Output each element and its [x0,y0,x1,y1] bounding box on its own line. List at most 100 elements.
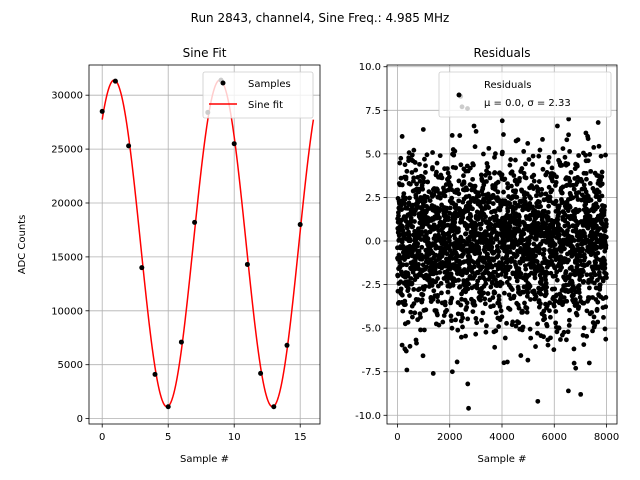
residual-point [486,170,492,176]
legend-samples-label: Samples [248,79,291,90]
residual-point [427,198,433,204]
residual-point [600,278,606,284]
residual-point [571,186,577,192]
residual-point [397,254,403,260]
residual-point [456,229,461,234]
residual-point [534,193,539,199]
residual-point [445,215,451,220]
residual-point [548,335,553,341]
residual-point [532,275,538,281]
residual-point [587,285,592,291]
residual-point [579,178,585,184]
residual-point [426,240,432,246]
residual-point [470,309,476,314]
residual-point [471,264,477,270]
residual-point [449,133,455,138]
residual-point [409,280,415,286]
residual-point [581,342,587,347]
residual-point [598,153,604,159]
residual-point [458,302,464,308]
residual-point [422,284,428,289]
residual-point [487,199,492,205]
residual-point [483,214,488,220]
residual-point [539,191,545,197]
residual-point [415,297,421,303]
residual-point [536,179,542,184]
residual-point [520,309,525,315]
residual-point [457,133,463,138]
residual-point [430,296,436,302]
residual-point [418,327,423,333]
residual-point [412,310,418,316]
residual-point [497,207,503,213]
residual-point [405,272,411,278]
residual-point [489,236,495,241]
residual-point [480,264,485,270]
residual-point [447,234,453,240]
residual-point [402,201,408,207]
residual-point [437,195,443,201]
residual-point [553,273,558,279]
residual-point [437,153,443,159]
residual-point [477,250,483,256]
residual-point [420,186,426,192]
residual-point [596,189,602,195]
residual-point [456,191,462,197]
residual-point [528,196,534,201]
residual-point [445,170,451,176]
residual-point [581,279,587,284]
residual-point [416,248,422,254]
residual-point [507,307,513,312]
residual-point [540,136,545,142]
residual-point [458,334,464,340]
residual-point [576,304,582,310]
residual-point [424,264,430,270]
residual-outlier-point [595,120,601,125]
residual-point [595,204,600,210]
residual-point [528,335,534,341]
residual-point [554,329,560,335]
residual-point [501,189,506,195]
residual-point [472,144,478,150]
residual-point [454,359,460,365]
residual-point [547,300,553,306]
residual-point [548,314,553,320]
residual-point [525,141,531,146]
residual-point [587,152,593,157]
residual-point [559,265,564,270]
residual-point [399,342,405,348]
residual-point [410,224,416,230]
residual-point [604,275,609,281]
residual-point [513,274,519,280]
residual-point [502,176,508,182]
residual-point [516,287,521,292]
residual-point [430,165,435,170]
residual-point [507,275,512,281]
residuals-y-tick-label: 5.0 [365,149,381,160]
residual-point [421,179,427,185]
residual-point [493,328,499,334]
residual-point [471,260,477,265]
residual-point [550,178,555,184]
residual-point [570,195,576,201]
residual-point [592,272,598,278]
residual-point [411,175,417,181]
residual-point [489,244,495,250]
residual-point [552,298,558,304]
residual-point [567,149,573,154]
residual-point [398,279,404,285]
residual-point [586,360,592,366]
residual-point [440,319,446,325]
residual-point [596,270,602,275]
residual-point [537,250,542,256]
residual-point [403,348,409,354]
residual-point [566,322,572,328]
residual-point [592,322,598,328]
residual-point [603,217,609,223]
residual-point [420,292,426,298]
residual-point [496,293,502,299]
residual-point [481,151,486,157]
residual-point [431,192,437,198]
residual-point [582,233,588,239]
residual-point [430,150,435,155]
